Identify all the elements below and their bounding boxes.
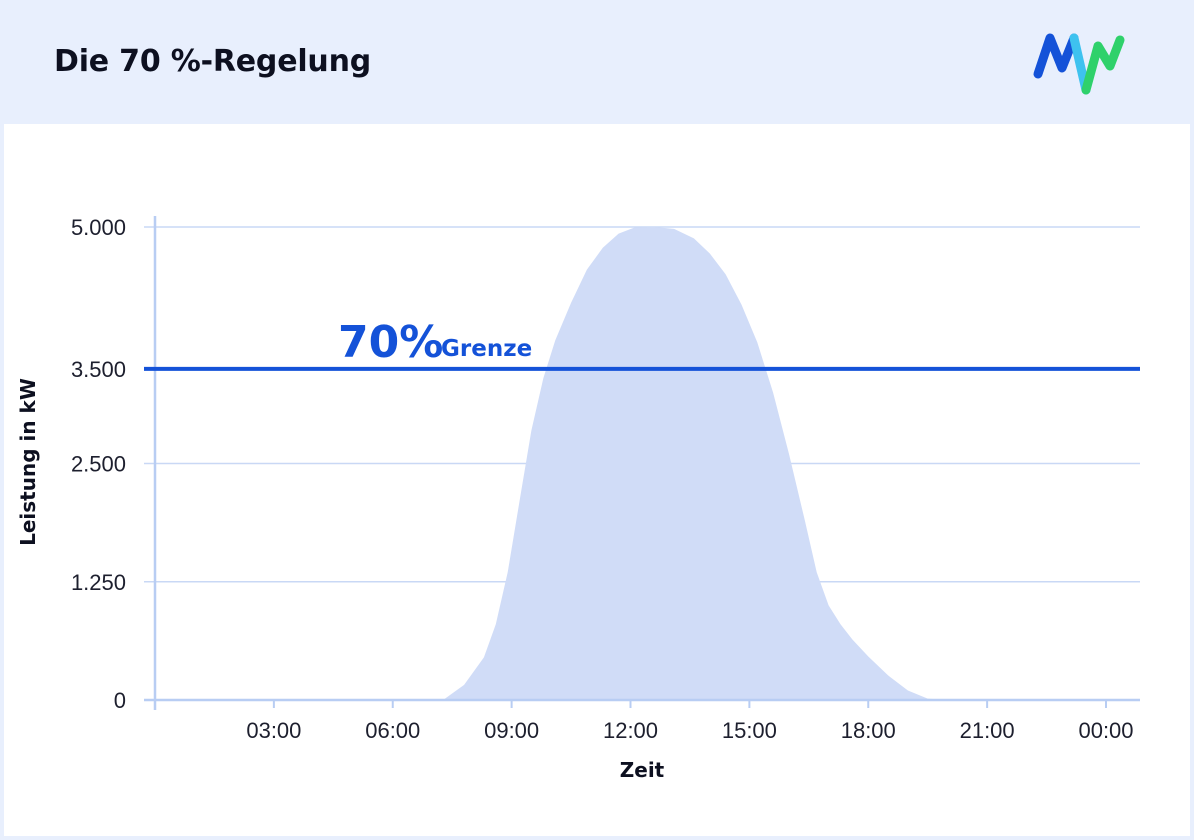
chart-panel: 70% Grenze 0 1.250 2.500 3.500 5.000 03:00 06… (4, 124, 1190, 836)
y-tick-label: 5.000 (71, 215, 126, 240)
x-tick-label: 18:00 (841, 718, 896, 743)
y-tick-labels: 0 1.250 2.500 3.500 5.000 (71, 215, 126, 713)
y-axis-title: Leistung in kW (16, 378, 40, 546)
x-tick-labels: 03:00 06:00 09:00 12:00 15:00 18:00 21:00 00:00 (246, 718, 1133, 743)
page-title: Die 70 %-Regelung (54, 44, 372, 79)
chart-svg: 70% Grenze 0 1.250 2.500 3.500 5.000 03:00 06… (16, 215, 1140, 782)
y-tick-label: 0 (114, 688, 126, 713)
logo-stroke-green (1081, 35, 1125, 95)
limit-label-text: Grenze (441, 336, 532, 362)
x-tick-label: 21:00 (960, 718, 1015, 743)
x-tick-label: 00:00 (1078, 718, 1133, 743)
x-tick-label: 12:00 (603, 718, 658, 743)
brand-logo-icon (1033, 33, 1125, 95)
axes (144, 216, 1140, 710)
x-tick-label: 03:00 (246, 718, 301, 743)
x-axis-title: Zeit (620, 758, 665, 782)
y-tick-label: 1.250 (71, 570, 126, 595)
logo-stroke-blue (1033, 33, 1079, 79)
y-tick-label: 3.500 (71, 357, 126, 382)
limit-label-percent: 70% (338, 317, 443, 368)
x-tick-label: 06:00 (365, 718, 420, 743)
x-tick-label: 15:00 (722, 718, 777, 743)
y-tick-label: 2.500 (71, 452, 126, 477)
production-area (155, 227, 1106, 700)
x-tick-label: 09:00 (484, 718, 539, 743)
header-bar: Die 70 %-Regelung (0, 0, 1194, 124)
